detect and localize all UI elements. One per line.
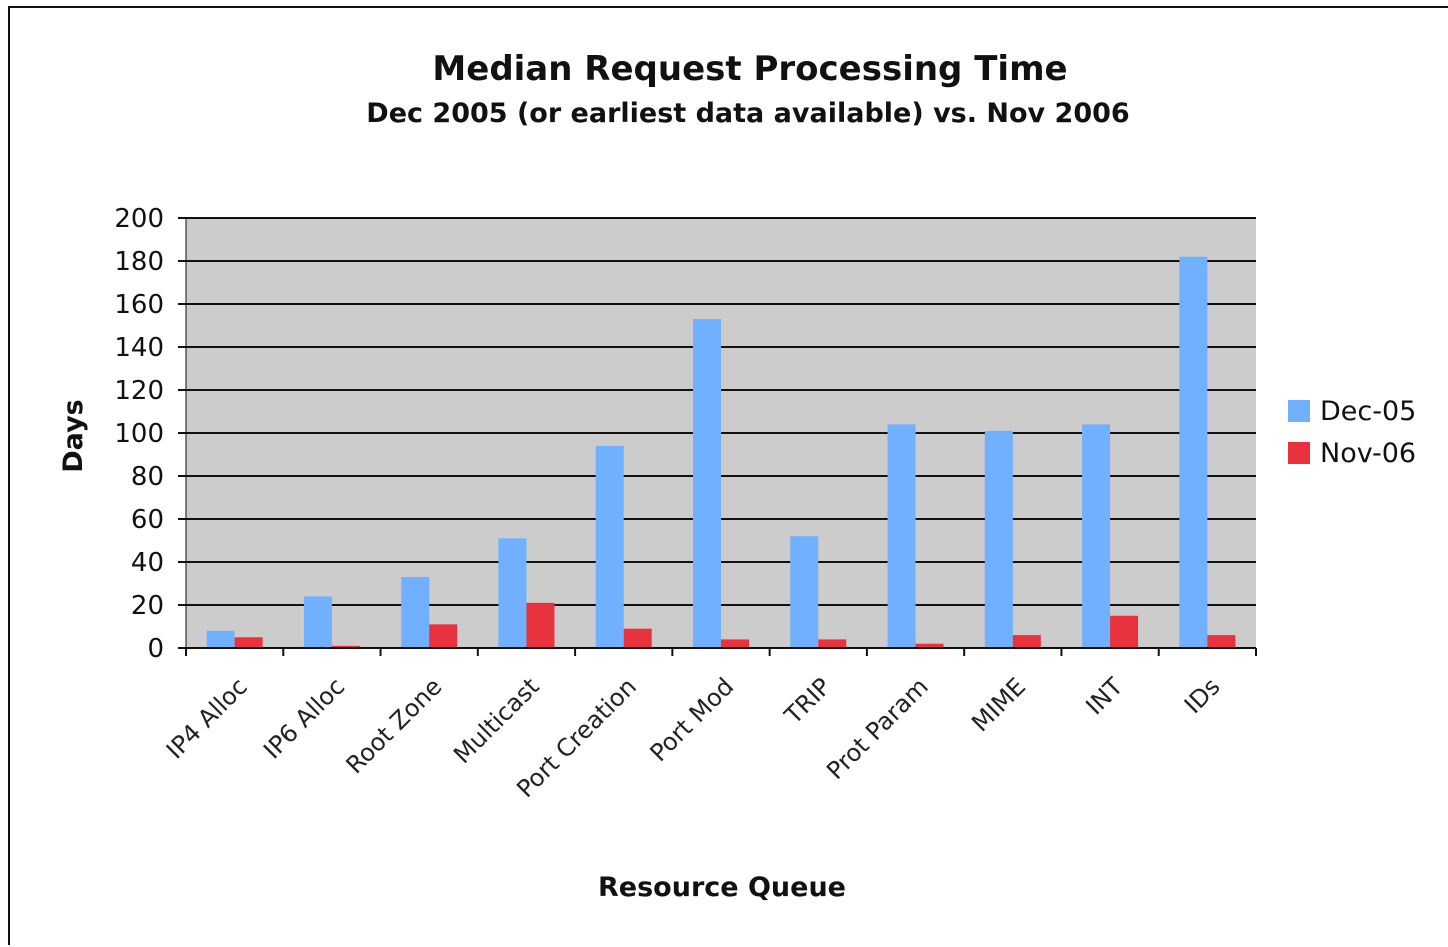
legend: Dec-05 Nov-06: [1288, 396, 1416, 469]
x-tick-label: Port Mod: [645, 672, 740, 767]
chart-frame: Median Request Processing Time Dec 2005 …: [8, 6, 1448, 945]
bar-nov-06-ip6-alloc: [331, 645, 360, 648]
legend-swatch-dec-05: [1288, 400, 1310, 422]
bar-nov-06-int: [1110, 615, 1139, 648]
chart: Median Request Processing Time Dec 2005 …: [58, 49, 1416, 903]
y-tick-label: 60: [131, 505, 164, 535]
x-tick-label: IDs: [1179, 672, 1226, 719]
bar-dec-05-port-creation: [595, 445, 624, 648]
x-tick-label: IP6 Alloc: [258, 672, 350, 764]
y-tick-label: 140: [114, 333, 164, 363]
bar-nov-06-multicast: [526, 602, 555, 648]
bar-dec-05-multicast: [498, 538, 527, 648]
bar-nov-06-prot-param: [915, 643, 944, 648]
bar-dec-05-root-zone: [401, 577, 430, 648]
bar-dec-05-trip: [790, 536, 819, 648]
y-axis-title: Days: [58, 399, 89, 472]
bar-dec-05-mime: [984, 430, 1013, 648]
y-tick-label: 180: [114, 247, 164, 277]
x-axis-title: Resource Queue: [598, 872, 846, 903]
x-tick-label: Prot Param: [821, 672, 934, 785]
x-tick-label: MIME: [966, 672, 1031, 737]
y-tick-label: 120: [114, 376, 164, 406]
bar-dec-05-prot-param: [887, 424, 916, 648]
bar-dec-05-ip4-alloc: [206, 630, 235, 648]
bar-dec-05-int: [1082, 424, 1111, 648]
legend-label-dec-05: Dec-05: [1320, 396, 1416, 427]
y-tick-label: 160: [114, 290, 164, 320]
y-tick-label: 200: [114, 204, 164, 234]
bar-nov-06-trip: [818, 639, 847, 648]
plot-area: 0 20 40 60 80 100 120 140 160 180 200 IP4 Alloc IP6 …: [114, 204, 1257, 803]
y-tick-label: 0: [147, 634, 164, 664]
bar-dec-05-ip6-alloc: [303, 596, 332, 648]
y-tick-label: 80: [131, 462, 164, 492]
x-tick-label: Root Zone: [341, 672, 448, 779]
y-tick-label: 100: [114, 419, 164, 449]
bar-nov-06-ids: [1207, 635, 1236, 648]
x-tick-label: IP4 Alloc: [161, 672, 253, 764]
bar-nov-06-port-mod: [721, 639, 749, 648]
legend-label-nov-06: Nov-06: [1320, 438, 1416, 469]
bar-nov-06-mime: [1012, 635, 1041, 648]
x-tick-label: Multicast: [448, 672, 545, 769]
bar-nov-06-root-zone: [429, 624, 458, 648]
bar-dec-05-port-mod: [693, 319, 721, 648]
chart-subtitle: Dec 2005 (or earliest data available) vs…: [366, 98, 1129, 129]
bar-nov-06-ip4-alloc: [234, 637, 263, 648]
y-tick-label: 20: [131, 591, 164, 621]
legend-swatch-nov-06: [1288, 442, 1310, 464]
bar-dec-05-ids: [1179, 256, 1208, 648]
x-tick-label: TRIP: [779, 672, 837, 730]
x-tick-label: INT: [1080, 672, 1128, 720]
bar-nov-06-port-creation: [623, 628, 652, 648]
y-tick-label: 40: [131, 548, 164, 578]
chart-title: Median Request Processing Time: [432, 49, 1067, 89]
